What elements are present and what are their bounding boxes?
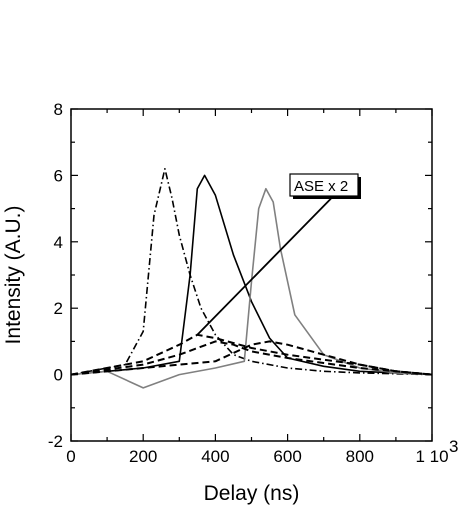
x-tick-label: 200: [129, 447, 157, 466]
y-tick-label: 0: [54, 366, 63, 385]
annotation-arrow: [196, 198, 332, 336]
y-tick-label: 2: [54, 299, 63, 318]
x-tick-label: 0: [66, 447, 75, 466]
x-tick-label: 1 10: [415, 447, 448, 466]
series-line-6: [70, 340, 433, 376]
y-tick-label: 4: [54, 233, 63, 252]
series-line-2: [70, 174, 433, 376]
annotation-box: [289, 173, 359, 197]
x-tick-label: 400: [201, 447, 229, 466]
y-tick-label: 8: [54, 100, 63, 119]
y-tick-label: -2: [48, 432, 63, 451]
x-tick-label: 800: [346, 447, 374, 466]
x-axis-title: Delay (ns): [204, 482, 300, 505]
annotation-label: ASE x 2: [294, 178, 348, 195]
y-tick-label: 6: [54, 166, 63, 185]
x-axis-exponent: 3: [449, 437, 458, 456]
annotation-layer: ASE x 2: [196, 173, 361, 336]
y-axis-title: Intensity (A.U.): [2, 206, 25, 345]
series-layer: [70, 168, 433, 389]
x-tick-label: 600: [273, 447, 301, 466]
series-line-5: [70, 340, 433, 376]
